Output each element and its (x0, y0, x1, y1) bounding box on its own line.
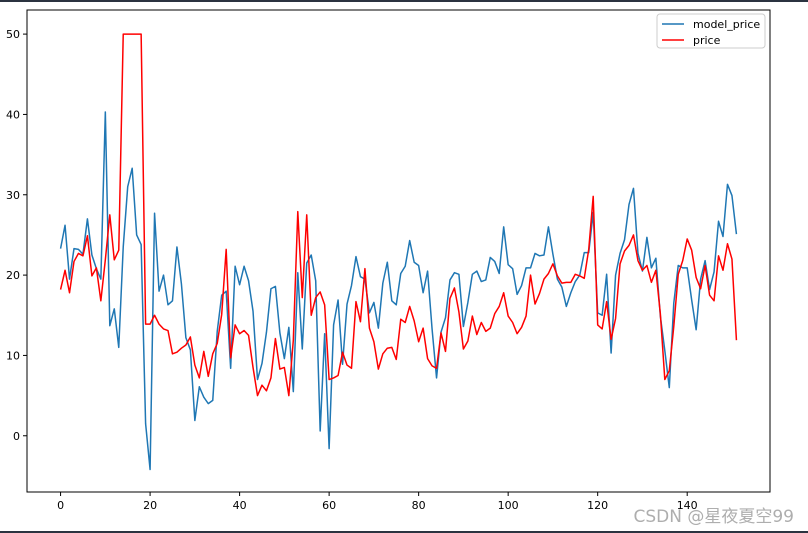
window-frame-bottom (0, 531, 808, 533)
axes-layer: 0 20 40 60 80 100 120 140 0 10 20 30 40 50 (6, 28, 698, 512)
x-tick-label: 40 (233, 499, 247, 512)
x-tick-label: 100 (498, 499, 519, 512)
y-tick-label: 0 (13, 430, 20, 443)
plot-border (26, 9, 771, 493)
x-tick-label: 0 (57, 499, 64, 512)
watermark: CSDN @星夜夏空99 (633, 507, 794, 527)
window-frame-top (0, 0, 808, 2)
x-tick-label: 140 (677, 499, 698, 512)
y-tick-label: 30 (6, 189, 20, 202)
y-tick-label: 20 (6, 269, 20, 282)
x-tick-label: 120 (587, 499, 608, 512)
y-tick-label: 10 (6, 349, 20, 362)
y-tick-label: 50 (6, 28, 20, 41)
legend-label-price: price (693, 34, 721, 47)
x-tick-label: 20 (143, 499, 157, 512)
legend-label-model_price: model_price (693, 18, 760, 31)
y-tick-label: 40 (6, 108, 20, 121)
x-tick-label: 60 (322, 499, 336, 512)
x-tick-label: 80 (412, 499, 426, 512)
plot-area (27, 10, 770, 492)
series-layer (59, 33, 738, 471)
series-line-price (59, 33, 738, 397)
series-line-model_price (59, 111, 738, 471)
